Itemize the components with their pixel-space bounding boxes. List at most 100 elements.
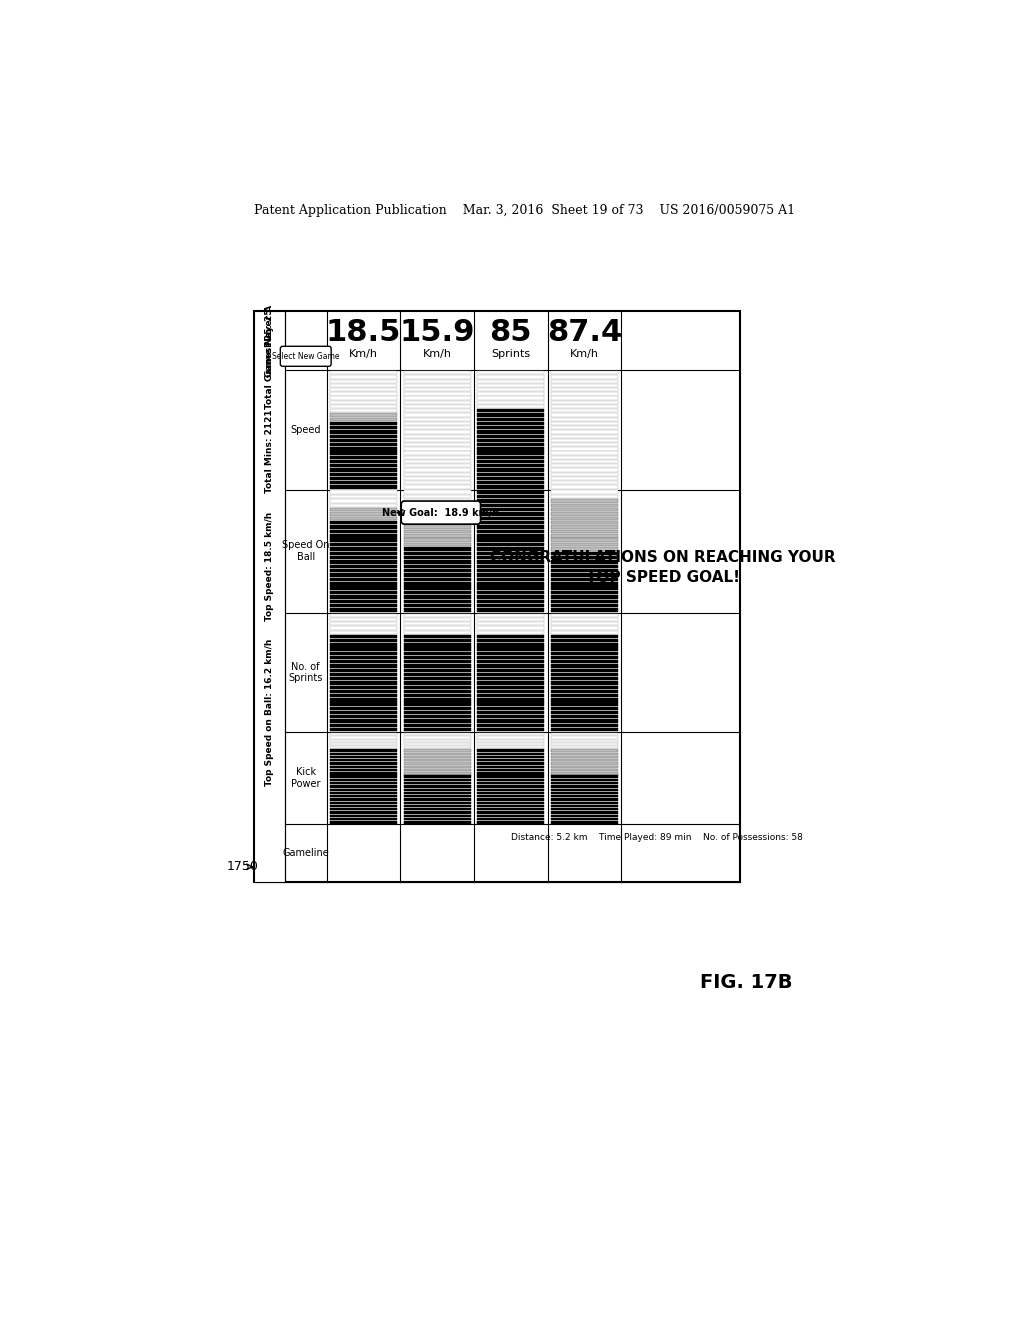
Text: Speed On
Ball: Speed On Ball xyxy=(282,540,330,562)
Bar xyxy=(403,595,471,599)
Bar xyxy=(551,539,617,543)
Bar xyxy=(477,631,545,634)
Bar xyxy=(403,451,471,455)
Bar xyxy=(330,375,397,379)
Bar xyxy=(477,788,545,791)
Bar xyxy=(330,459,397,463)
Bar xyxy=(403,401,471,404)
Bar xyxy=(551,609,617,611)
Bar xyxy=(403,503,471,507)
Bar xyxy=(403,388,471,391)
Bar xyxy=(403,631,471,634)
Bar xyxy=(330,814,397,817)
Text: Sprints: Sprints xyxy=(492,350,530,359)
Bar xyxy=(403,491,471,494)
Bar xyxy=(551,685,617,689)
Bar xyxy=(477,491,545,494)
Bar xyxy=(551,529,617,533)
Bar xyxy=(330,727,397,731)
Bar xyxy=(551,477,617,480)
Bar xyxy=(403,702,471,706)
Bar xyxy=(403,535,471,537)
Bar xyxy=(330,539,397,543)
Bar xyxy=(477,392,545,396)
Bar xyxy=(330,756,397,758)
Bar xyxy=(477,752,545,755)
Bar xyxy=(403,690,471,693)
Bar xyxy=(477,556,545,560)
Bar xyxy=(477,569,545,573)
Bar xyxy=(477,614,545,616)
Text: Km/h: Km/h xyxy=(349,350,378,359)
Bar xyxy=(551,626,617,630)
Bar xyxy=(330,818,397,820)
Bar xyxy=(403,781,471,784)
Bar xyxy=(551,384,617,387)
Bar xyxy=(477,409,545,412)
Bar xyxy=(477,702,545,706)
Text: 18.5: 18.5 xyxy=(326,318,401,347)
Bar xyxy=(551,792,617,795)
Bar xyxy=(477,660,545,664)
Bar xyxy=(477,673,545,676)
Bar xyxy=(477,690,545,693)
Bar xyxy=(551,438,617,442)
Bar xyxy=(551,405,617,408)
Bar xyxy=(330,639,397,643)
Bar xyxy=(551,821,617,824)
Bar xyxy=(477,469,545,471)
Bar xyxy=(330,805,397,808)
Bar xyxy=(330,392,397,396)
Bar xyxy=(477,805,545,808)
Bar xyxy=(403,512,471,516)
Bar xyxy=(403,499,471,503)
Bar xyxy=(477,685,545,689)
Bar xyxy=(403,660,471,664)
Text: 1750: 1750 xyxy=(226,861,258,874)
Bar xyxy=(551,743,617,744)
Bar xyxy=(330,455,397,459)
Bar xyxy=(330,595,397,599)
Bar xyxy=(330,681,397,685)
Bar xyxy=(477,459,545,463)
Bar xyxy=(477,785,545,788)
Bar xyxy=(330,556,397,560)
Bar xyxy=(477,525,545,529)
Bar xyxy=(551,396,617,400)
Bar xyxy=(551,426,617,429)
Bar xyxy=(477,444,545,446)
Bar xyxy=(477,792,545,795)
Bar xyxy=(403,635,471,638)
Bar xyxy=(551,486,617,488)
Bar xyxy=(551,392,617,396)
Bar xyxy=(551,719,617,722)
Bar xyxy=(403,599,471,603)
Text: 15.9: 15.9 xyxy=(399,318,475,347)
Bar xyxy=(403,673,471,676)
Bar xyxy=(403,380,471,383)
Bar xyxy=(477,723,545,727)
Bar xyxy=(403,752,471,755)
Text: Select New Game: Select New Game xyxy=(272,352,340,360)
Bar xyxy=(330,739,397,742)
Bar xyxy=(403,586,471,590)
Bar xyxy=(330,660,397,664)
Bar xyxy=(330,711,397,714)
Bar xyxy=(551,422,617,425)
Bar xyxy=(477,779,545,781)
Bar xyxy=(551,775,617,777)
Bar xyxy=(477,599,545,603)
Bar xyxy=(477,643,545,647)
Bar xyxy=(330,516,397,520)
Bar xyxy=(551,690,617,693)
Bar xyxy=(551,643,617,647)
Bar xyxy=(403,723,471,727)
Bar xyxy=(551,669,617,672)
Bar xyxy=(551,635,617,638)
Bar xyxy=(330,685,397,689)
Bar xyxy=(551,727,617,731)
Bar xyxy=(403,384,471,387)
Bar xyxy=(477,477,545,480)
Bar xyxy=(551,409,617,412)
Bar xyxy=(403,727,471,731)
